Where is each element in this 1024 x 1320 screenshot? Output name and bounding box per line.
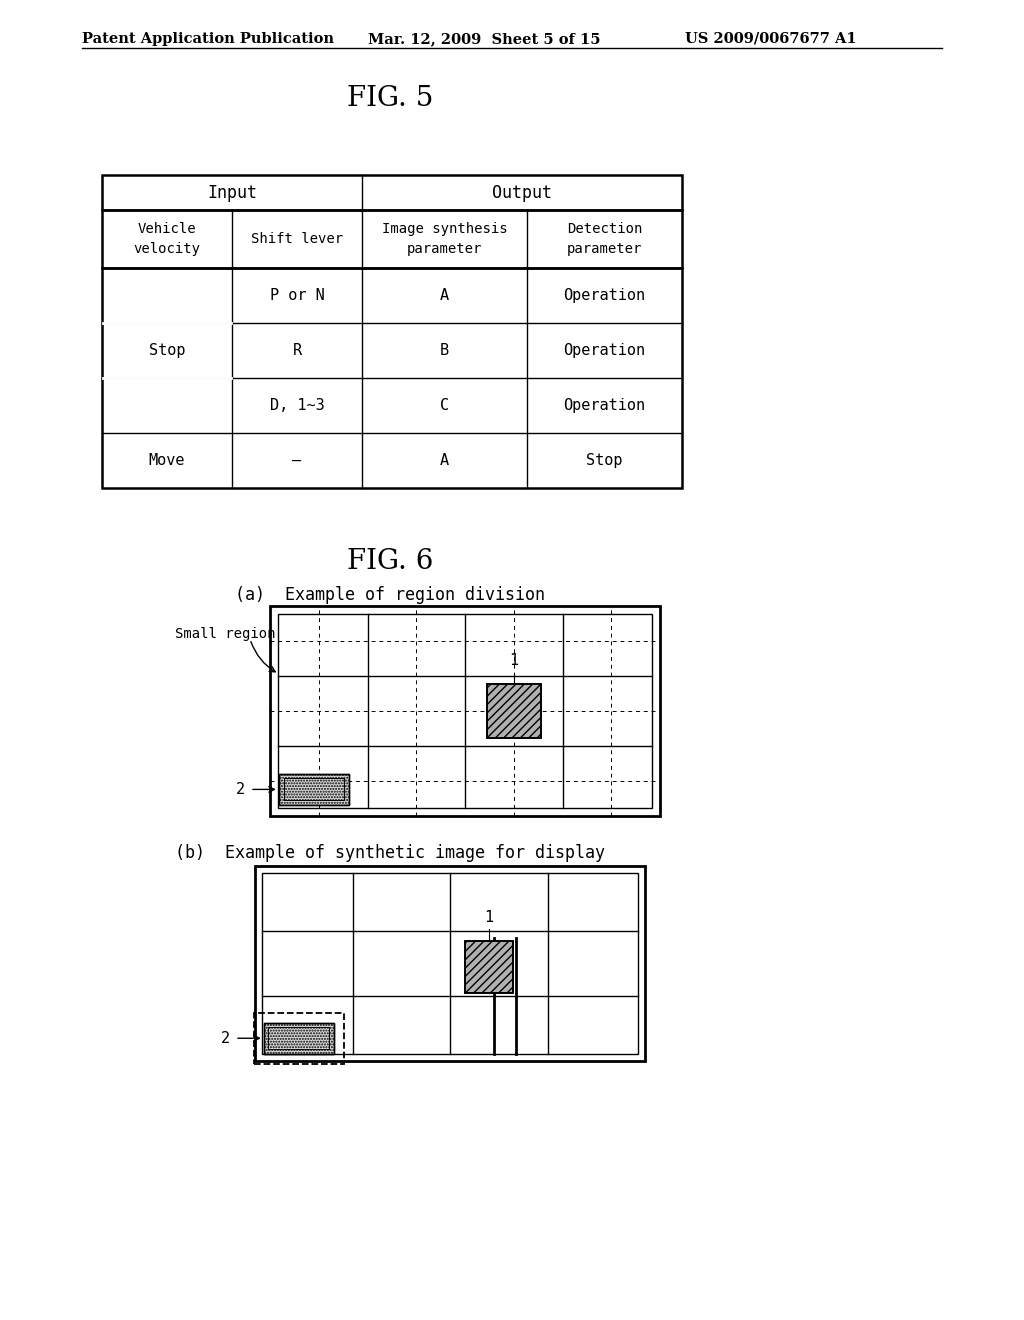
Text: Shift lever: Shift lever bbox=[251, 232, 343, 246]
Bar bbox=[102, 210, 682, 268]
Text: Input: Input bbox=[207, 183, 257, 202]
Text: 2: 2 bbox=[236, 781, 245, 797]
Text: Operation: Operation bbox=[563, 343, 645, 358]
Text: Image synthesis
parameter: Image synthesis parameter bbox=[382, 222, 507, 256]
Text: Operation: Operation bbox=[563, 288, 645, 304]
Bar bbox=[264, 1023, 334, 1053]
Text: R: R bbox=[293, 343, 301, 358]
Bar bbox=[255, 866, 645, 1061]
Bar bbox=[465, 941, 513, 993]
Text: (a)  Example of region division: (a) Example of region division bbox=[234, 586, 545, 605]
Text: Vehicle
velocity: Vehicle velocity bbox=[133, 222, 201, 256]
Bar bbox=[487, 684, 541, 738]
Text: C: C bbox=[440, 399, 450, 413]
Text: Stop: Stop bbox=[148, 343, 185, 358]
Text: 1: 1 bbox=[484, 909, 494, 925]
Text: Small region: Small region bbox=[175, 627, 275, 642]
Text: P or N: P or N bbox=[269, 288, 325, 304]
Bar bbox=[268, 1027, 330, 1049]
Bar bbox=[254, 1012, 344, 1064]
Bar bbox=[102, 268, 682, 488]
Text: Stop: Stop bbox=[587, 453, 623, 469]
Text: Output: Output bbox=[492, 183, 552, 202]
Bar bbox=[102, 176, 682, 210]
Bar bbox=[278, 614, 652, 808]
Text: A: A bbox=[440, 288, 450, 304]
Text: A: A bbox=[440, 453, 450, 469]
Bar bbox=[284, 779, 344, 800]
Text: D, 1∼3: D, 1∼3 bbox=[269, 399, 325, 413]
Text: 1: 1 bbox=[509, 653, 518, 668]
Text: (b)  Example of synthetic image for display: (b) Example of synthetic image for displ… bbox=[175, 843, 605, 862]
Text: Detection
parameter: Detection parameter bbox=[567, 222, 642, 256]
Text: B: B bbox=[440, 343, 450, 358]
Text: FIG. 5: FIG. 5 bbox=[347, 84, 433, 112]
Text: —: — bbox=[293, 453, 301, 469]
Text: FIG. 6: FIG. 6 bbox=[347, 548, 433, 576]
Bar bbox=[279, 774, 349, 805]
Bar bbox=[264, 1023, 334, 1053]
Bar bbox=[262, 873, 638, 1053]
Text: Patent Application Publication: Patent Application Publication bbox=[82, 32, 334, 46]
Bar bbox=[487, 684, 541, 738]
Text: US 2009/0067677 A1: US 2009/0067677 A1 bbox=[685, 32, 857, 46]
Text: Operation: Operation bbox=[563, 399, 645, 413]
Bar bbox=[279, 774, 349, 805]
Bar bbox=[270, 606, 660, 816]
Text: 2: 2 bbox=[221, 1031, 230, 1045]
Text: Move: Move bbox=[148, 453, 185, 469]
Text: Mar. 12, 2009  Sheet 5 of 15: Mar. 12, 2009 Sheet 5 of 15 bbox=[368, 32, 600, 46]
Bar bbox=[465, 941, 513, 993]
